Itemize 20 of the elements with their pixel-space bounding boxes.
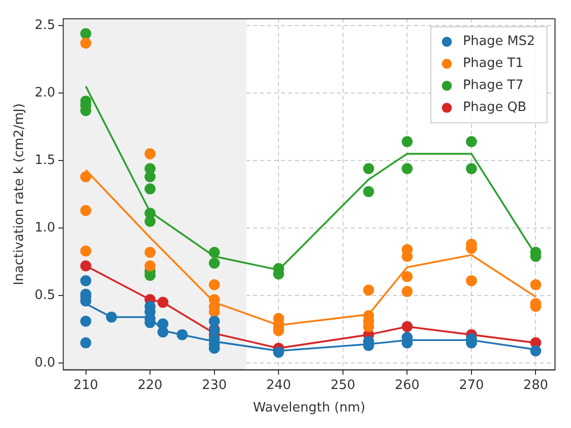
x-tick-label: 260	[394, 378, 420, 393]
y-tick-label: 2.0	[34, 85, 56, 100]
x-tick-label: 240	[266, 378, 292, 393]
x-tick-label: 230	[202, 378, 227, 393]
x-tick-label: 220	[138, 378, 162, 393]
y-tick-label: 2.5	[34, 18, 56, 33]
y-axis-title: Inactivation rate k (cm2/mJ)	[12, 103, 28, 286]
legend-label: Phage MS2	[462, 34, 536, 50]
legend-label: Phage T7	[462, 78, 524, 94]
x-tick-label: 280	[523, 378, 548, 393]
y-tick-label: 0.0	[34, 355, 56, 370]
x-tick-label: 270	[459, 378, 484, 393]
legend-label: Phage QB	[462, 100, 526, 116]
y-tick-label: 1.0	[34, 220, 56, 236]
y-tick-label: 1.5	[34, 152, 56, 168]
x-tick-label: 250	[330, 378, 356, 393]
y-tick-label: 0.5	[34, 288, 56, 303]
x-tick-label: 210	[73, 378, 98, 393]
legend-label: Phage T1	[462, 56, 524, 72]
x-axis-title: Wavelength (nm)	[252, 400, 366, 416]
